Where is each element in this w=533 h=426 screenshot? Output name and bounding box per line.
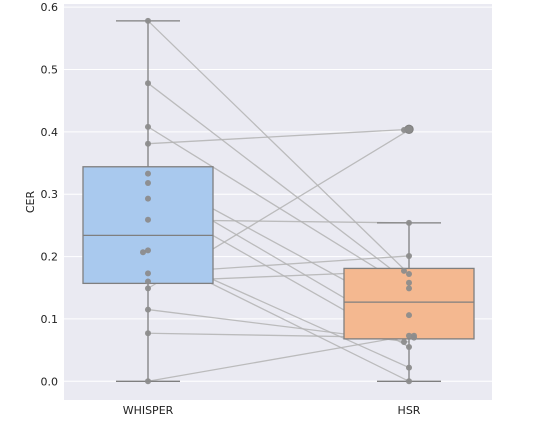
x-tick-label: WHISPER: [123, 404, 174, 417]
axes: 0.0 0.1 0.2 0.3 0.4 0.5 0.6 WHISPER HSR: [41, 1, 421, 417]
data-point: [140, 249, 146, 256]
pair-line: [147, 20, 410, 275]
data-point: [145, 285, 151, 292]
y-axis-label: CER: [24, 191, 37, 214]
data-point: [145, 247, 151, 254]
y-tick-label: 0.5: [41, 63, 59, 76]
data-point: [145, 278, 151, 285]
data-point: [145, 170, 151, 177]
data-point: [406, 285, 412, 292]
data-point: [406, 343, 412, 350]
data-point: [406, 271, 412, 278]
y-tick-label: 0.0: [41, 375, 59, 388]
data-points: [140, 17, 417, 385]
data-point: [406, 378, 412, 385]
pair-line: [147, 128, 410, 145]
x-tick-label: HSR: [398, 404, 421, 417]
data-point: [145, 270, 151, 277]
data-point: [411, 332, 417, 339]
data-point: [401, 267, 407, 274]
data-point: [145, 216, 151, 223]
data-point: [145, 195, 151, 202]
data-point: [145, 179, 151, 186]
data-point: [145, 378, 151, 385]
data-point: [145, 140, 151, 147]
pair-line: [147, 335, 410, 382]
data-point: [406, 279, 412, 286]
data-point: [406, 252, 412, 259]
box-body: [343, 267, 475, 340]
pair-line: [147, 126, 410, 289]
y-tick-label: 0.6: [41, 1, 59, 14]
y-tick-label: 0.1: [41, 313, 59, 326]
data-point: [145, 17, 151, 24]
data-point: [145, 123, 151, 130]
y-tick-label: 0.2: [41, 251, 59, 264]
data-point: [406, 312, 412, 319]
data-point: [401, 126, 407, 133]
y-tick-label: 0.4: [41, 126, 59, 139]
data-point: [406, 219, 412, 226]
box-body: [82, 166, 214, 285]
y-tick-label: 0.3: [41, 188, 59, 201]
data-point: [406, 332, 412, 339]
data-point: [406, 364, 412, 371]
pair-line: [147, 82, 410, 284]
data-point: [145, 306, 151, 313]
data-point: [145, 80, 151, 87]
data-point: [406, 126, 412, 133]
data-point: [401, 339, 407, 346]
data-point: [145, 330, 151, 337]
